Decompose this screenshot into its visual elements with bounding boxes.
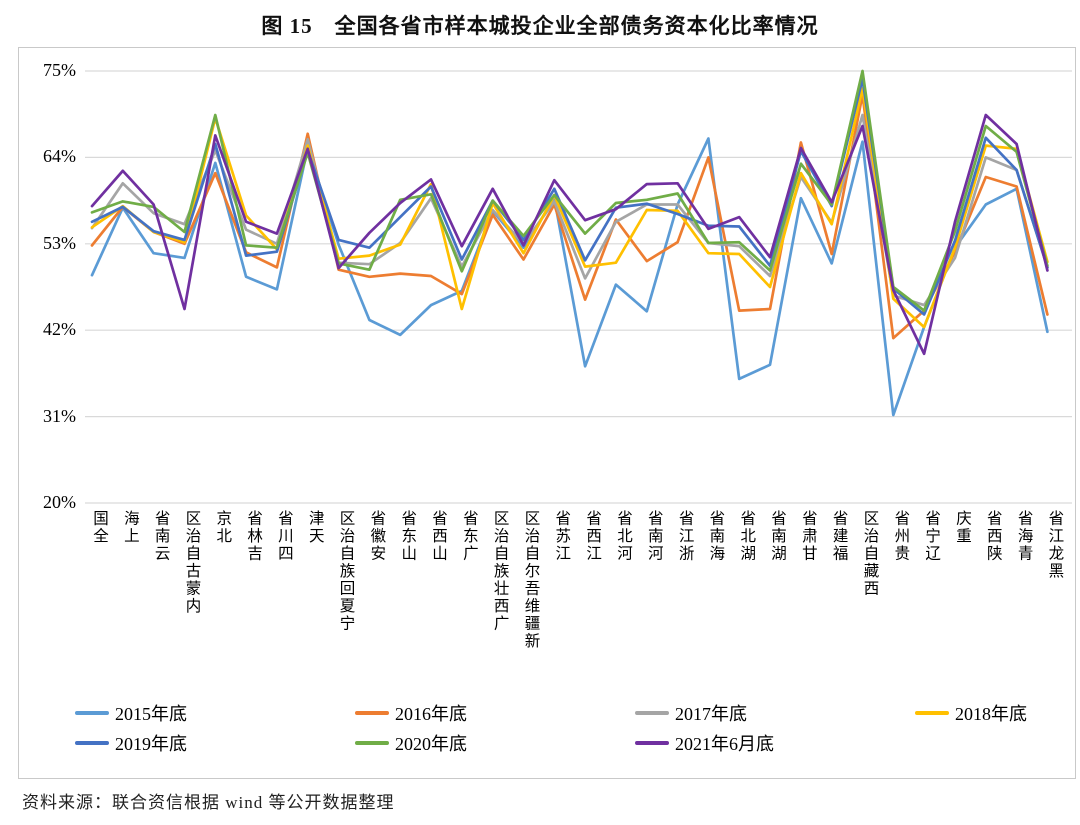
legend-label: 2017年底 — [675, 704, 747, 724]
chart-title: 图 15 全国各省市样本城投企业全部债务资本化比率情况 — [261, 14, 819, 38]
x-axis-label: 省林吉 — [245, 510, 263, 563]
y-axis-tick-label: 31% — [43, 405, 76, 426]
x-axis-label: 津天 — [306, 510, 324, 545]
y-axis-tick-label: 53% — [43, 232, 76, 253]
legend-line-swatch — [635, 711, 669, 715]
legend-line-swatch — [75, 741, 109, 745]
x-axis-label: 省西山 — [430, 510, 448, 563]
legend-label: 2016年底 — [395, 704, 467, 724]
x-axis-label: 国全 — [91, 510, 108, 545]
x-axis-label: 省西江 — [584, 510, 602, 563]
x-axis-label: 区治自尔吾维疆新 — [522, 510, 540, 650]
legend-line-swatch — [635, 741, 669, 745]
legend-line-swatch — [355, 711, 389, 715]
legend-item: 2015年底 — [75, 701, 187, 725]
legend-label: 2018年底 — [955, 704, 1027, 724]
x-axis-label: 省海青 — [1015, 510, 1033, 563]
x-axis-label: 省江浙 — [676, 510, 694, 563]
series-line-2015年底 — [90, 137, 1049, 417]
x-axis-label: 省东广 — [460, 510, 478, 563]
x-axis-label: 省南海 — [707, 510, 725, 563]
legend-label: 2015年底 — [115, 704, 187, 724]
legend-line-swatch — [915, 711, 949, 715]
x-axis-label: 京北 — [214, 510, 232, 545]
x-axis-label: 省南湖 — [769, 510, 787, 563]
series-line-2021年6月底 — [90, 113, 1049, 356]
x-axis-label: 省宁辽 — [923, 510, 941, 563]
legend-label: 2021年6月底 — [675, 734, 774, 754]
x-axis-label: 区治自古蒙内 — [183, 510, 201, 615]
x-axis-label: 省肃甘 — [799, 510, 817, 563]
series-line-2018年底 — [90, 86, 1049, 329]
legend-item: 2021年6月底 — [635, 731, 774, 755]
x-axis-label: 省江龙黑 — [1046, 510, 1064, 580]
x-axis-label: 省州贵 — [892, 510, 910, 563]
x-axis-label: 区治自族壮西广 — [491, 510, 509, 633]
legend-label: 2020年底 — [395, 734, 467, 754]
y-axis-tick-label: 20% — [43, 492, 76, 512]
legend-item: 2017年底 — [635, 701, 747, 725]
legend-item: 2016年底 — [355, 701, 467, 725]
y-axis-tick-label: 42% — [43, 319, 76, 340]
chart-border-box — [18, 47, 1076, 779]
x-axis-label: 省南河 — [645, 510, 663, 563]
legend-item: 2018年底 — [915, 701, 1027, 725]
y-axis-tick-label: 75% — [43, 60, 76, 80]
x-axis-label: 海上 — [121, 510, 139, 545]
x-axis-label: 省徽安 — [368, 510, 386, 563]
legend-item: 2019年底 — [75, 731, 187, 755]
legend-item: 2020年底 — [355, 731, 467, 755]
x-axis-label: 省东山 — [399, 510, 417, 563]
x-axis-label: 省川四 — [275, 510, 293, 563]
source-note: 资料来源：联合资信根据 wind 等公开数据整理 — [22, 793, 395, 812]
x-axis-label: 区治自藏西 — [861, 510, 879, 598]
y-axis-tick-label: 64% — [43, 146, 76, 167]
x-axis-label: 省建福 — [830, 510, 848, 563]
legend-label: 2019年底 — [115, 734, 187, 754]
legend-line-swatch — [75, 711, 109, 715]
x-axis-label: 区治自族回夏宁 — [337, 510, 355, 633]
series-line-2020年底 — [90, 69, 1049, 312]
x-axis-label: 省西陕 — [984, 510, 1002, 563]
x-axis-label: 庆重 — [953, 510, 971, 545]
legend-line-swatch — [355, 741, 389, 745]
x-axis-label: 省北湖 — [738, 510, 756, 563]
x-axis-label: 省苏江 — [553, 510, 571, 563]
x-axis-label: 省南云 — [152, 510, 170, 563]
x-axis-label: 省北河 — [614, 510, 632, 563]
